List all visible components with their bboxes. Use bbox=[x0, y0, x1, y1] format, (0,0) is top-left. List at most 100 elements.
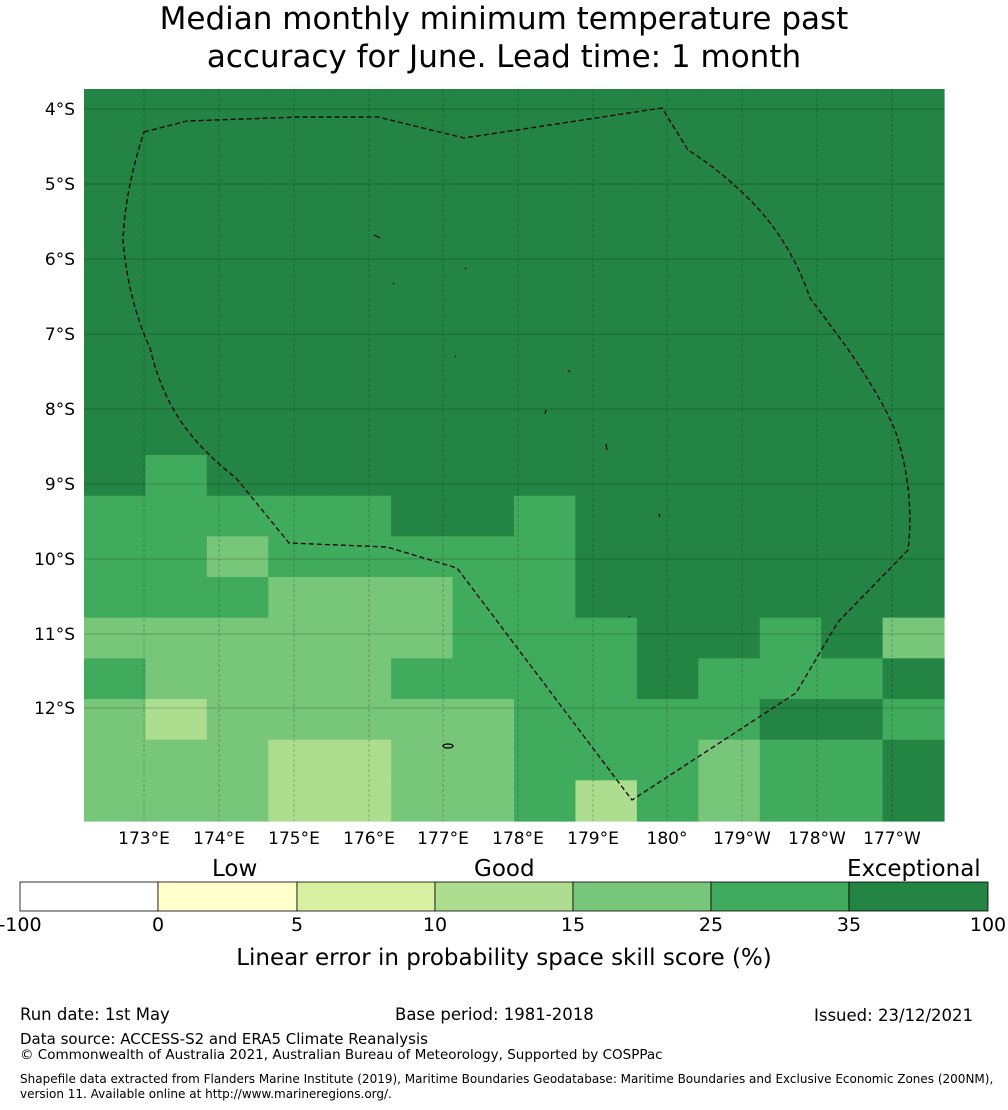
data-source: Data source: ACCESS-S2 and ERA5 Climate … bbox=[20, 1030, 428, 1048]
skill-cell bbox=[575, 373, 638, 415]
skill-cell bbox=[759, 577, 822, 619]
skill-cell bbox=[145, 780, 208, 822]
skill-cell bbox=[145, 739, 208, 781]
longitude-label: 178°E bbox=[492, 829, 544, 849]
skill-grid bbox=[84, 89, 945, 822]
skill-cell bbox=[206, 780, 269, 822]
longitude-label: 177°W bbox=[863, 829, 921, 849]
skill-cell bbox=[268, 658, 331, 700]
skill-cell bbox=[575, 170, 638, 212]
skill-cell bbox=[206, 699, 269, 741]
skill-cell bbox=[759, 780, 822, 822]
skill-cell bbox=[514, 536, 577, 578]
skill-cell bbox=[329, 780, 392, 822]
skill-cell bbox=[452, 658, 515, 700]
skill-cell bbox=[759, 170, 822, 212]
colorbar bbox=[19, 881, 989, 912]
island-markers bbox=[373, 234, 661, 749]
skill-cell bbox=[452, 373, 515, 415]
skill-cell bbox=[636, 170, 699, 212]
skill-cell bbox=[821, 495, 884, 537]
skill-cell bbox=[575, 333, 638, 375]
skill-cell bbox=[145, 536, 208, 578]
skill-cell bbox=[206, 577, 269, 619]
island bbox=[544, 409, 547, 415]
skill-cell bbox=[452, 699, 515, 741]
colorbar-tick: 10 bbox=[422, 914, 448, 936]
longitude-label: 179°W bbox=[713, 829, 771, 849]
island bbox=[605, 443, 608, 451]
skill-cell bbox=[636, 577, 699, 619]
longitude-label: 180° bbox=[647, 829, 688, 849]
skill-cell bbox=[391, 658, 454, 700]
legend-category-good: Good bbox=[474, 856, 535, 882]
skill-cell bbox=[329, 414, 392, 456]
skill-cell bbox=[391, 617, 454, 659]
skill-cell bbox=[636, 658, 699, 700]
skill-cell bbox=[391, 129, 454, 171]
skill-cell bbox=[84, 617, 147, 659]
skill-cell bbox=[329, 89, 392, 131]
copyright: © Commonwealth of Australia 2021, Austra… bbox=[20, 1047, 663, 1063]
skill-cell bbox=[698, 617, 761, 659]
skill-cell bbox=[514, 739, 577, 781]
skill-cell bbox=[268, 455, 331, 497]
skill-cell bbox=[636, 617, 699, 659]
skill-cell bbox=[575, 617, 638, 659]
skill-cell bbox=[452, 536, 515, 578]
skill-cell bbox=[145, 495, 208, 537]
skill-cell bbox=[882, 333, 945, 375]
skill-cell bbox=[329, 658, 392, 700]
skill-cell bbox=[391, 373, 454, 415]
skill-cell bbox=[84, 170, 147, 212]
skill-cell bbox=[268, 170, 331, 212]
skill-cell bbox=[206, 89, 269, 131]
skill-cell bbox=[698, 373, 761, 415]
skill-cell bbox=[206, 739, 269, 781]
skill-cell bbox=[452, 292, 515, 334]
skill-cell bbox=[391, 170, 454, 212]
skill-cell bbox=[821, 251, 884, 293]
skill-cell bbox=[821, 333, 884, 375]
skill-cell bbox=[206, 495, 269, 537]
skill-cell bbox=[391, 699, 454, 741]
skill-cell bbox=[329, 577, 392, 619]
skill-cell bbox=[698, 739, 761, 781]
colorbar-swatch bbox=[157, 881, 298, 912]
skill-cell bbox=[452, 739, 515, 781]
skill-cell bbox=[514, 373, 577, 415]
skill-cell bbox=[759, 211, 822, 253]
skill-cell bbox=[329, 170, 392, 212]
skill-cell bbox=[84, 251, 147, 293]
skill-cell bbox=[206, 617, 269, 659]
skill-cell bbox=[514, 292, 577, 334]
colorbar-swatch bbox=[848, 881, 989, 912]
skill-cell bbox=[84, 373, 147, 415]
run-date: Run date: 1st May bbox=[20, 1005, 170, 1024]
skill-cell bbox=[821, 455, 884, 497]
skill-cell bbox=[882, 129, 945, 171]
island bbox=[628, 615, 631, 618]
skill-cell bbox=[882, 495, 945, 537]
skill-cell bbox=[698, 414, 761, 456]
skill-cell bbox=[698, 211, 761, 253]
skill-cell bbox=[84, 455, 147, 497]
skill-cell bbox=[84, 658, 147, 700]
skill-cell bbox=[575, 251, 638, 293]
skill-cell bbox=[882, 170, 945, 212]
skill-cell bbox=[759, 617, 822, 659]
skill-cell bbox=[636, 739, 699, 781]
skill-cell bbox=[636, 292, 699, 334]
skill-cell bbox=[268, 780, 331, 822]
latitude-label: 4°S bbox=[45, 100, 75, 120]
skill-cell bbox=[636, 536, 699, 578]
skill-cell bbox=[452, 251, 515, 293]
skill-cell bbox=[514, 699, 577, 741]
base-period: Base period: 1981-2018 bbox=[395, 1005, 594, 1024]
skill-cell bbox=[391, 333, 454, 375]
issued-date: Issued: 23/12/2021 bbox=[814, 1006, 974, 1025]
skill-cell bbox=[759, 658, 822, 700]
skill-cell bbox=[329, 495, 392, 537]
skill-cell bbox=[636, 414, 699, 456]
latitude-label: 5°S bbox=[45, 175, 75, 195]
